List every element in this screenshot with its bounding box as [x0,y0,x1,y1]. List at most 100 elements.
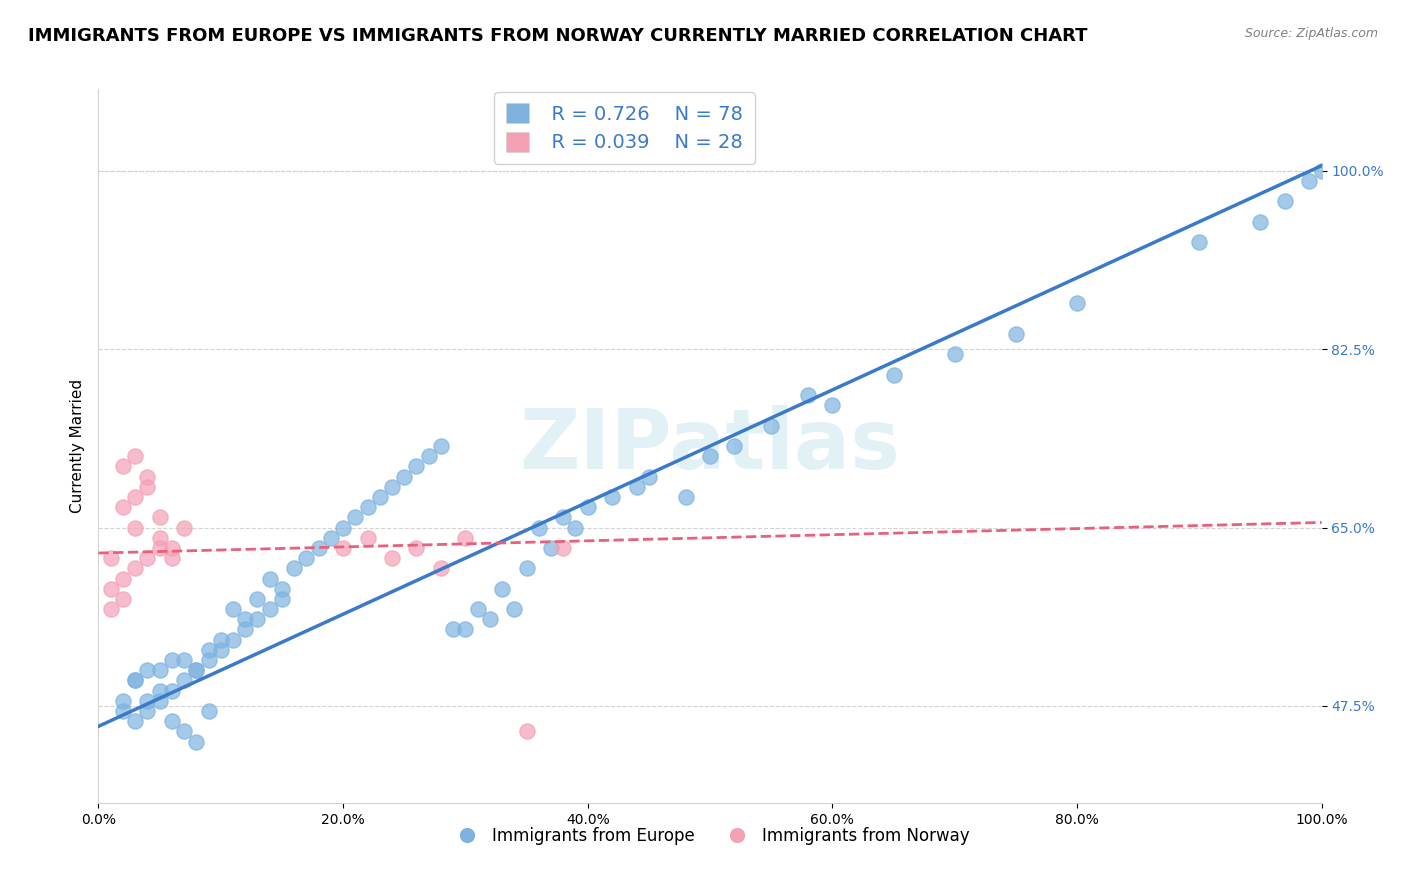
Point [637,469,661,483]
Point [197,643,219,657]
Point [503,602,526,616]
Point [478,612,501,626]
Point [515,724,537,739]
Point [491,582,513,596]
Point [124,490,146,504]
Legend: Immigrants from Europe, Immigrants from Norway: Immigrants from Europe, Immigrants from … [444,821,976,852]
Point [381,480,404,494]
Point [467,602,489,616]
Point [308,541,330,555]
Point [1249,215,1271,229]
Point [553,510,575,524]
Text: IMMIGRANTS FROM EUROPE VS IMMIGRANTS FROM NORWAY CURRENTLY MARRIED CORRELATION C: IMMIGRANTS FROM EUROPE VS IMMIGRANTS FRO… [28,27,1088,45]
Point [111,500,134,515]
Point [233,623,256,637]
Point [124,561,146,575]
Point [540,541,562,555]
Point [1298,174,1320,188]
Point [576,500,599,515]
Point [222,632,245,647]
Point [136,704,159,718]
Point [246,591,269,606]
Point [149,694,172,708]
Point [160,653,183,667]
Point [149,541,172,555]
Point [441,623,464,637]
Point [883,368,905,382]
Point [626,480,648,494]
Point [454,531,477,545]
Point [259,602,281,616]
Point [186,734,208,748]
Point [723,439,745,453]
Point [186,663,208,677]
Point [197,653,219,667]
Point [160,551,183,566]
Point [124,673,146,688]
Point [173,724,195,739]
Point [392,469,416,483]
Point [405,541,427,555]
Point [111,694,134,708]
Point [124,673,146,688]
Point [1310,163,1333,178]
Point [943,347,966,361]
Point [381,551,404,566]
Point [797,388,820,402]
Point [100,551,122,566]
Point [136,480,159,494]
Text: ZIPatlas: ZIPatlas [520,406,900,486]
Point [332,520,354,534]
Point [430,561,453,575]
Point [233,612,256,626]
Point [553,541,575,555]
Point [100,602,122,616]
Point [356,531,378,545]
Point [699,449,721,463]
Point [160,714,183,729]
Point [405,459,427,474]
Point [259,572,281,586]
Point [270,582,294,596]
Point [675,490,697,504]
Point [515,561,537,575]
Point [197,704,219,718]
Point [821,398,844,412]
Point [270,591,294,606]
Point [160,541,183,555]
Point [454,623,477,637]
Point [111,459,134,474]
Point [136,469,159,483]
Point [136,694,159,708]
Y-axis label: Currently Married: Currently Married [69,379,84,513]
Point [527,520,550,534]
Point [1188,235,1211,249]
Point [111,591,134,606]
Point [100,582,122,596]
Point [332,541,354,555]
Point [418,449,440,463]
Point [246,612,269,626]
Point [1274,194,1296,209]
Point [124,449,146,463]
Point [136,551,159,566]
Point [149,510,172,524]
Point [295,551,318,566]
Point [136,663,159,677]
Point [319,531,342,545]
Point [761,418,783,433]
Point [222,602,245,616]
Point [600,490,623,504]
Point [173,673,195,688]
Point [209,643,232,657]
Text: Source: ZipAtlas.com: Source: ZipAtlas.com [1244,27,1378,40]
Point [283,561,305,575]
Point [344,510,367,524]
Point [186,663,208,677]
Point [173,520,195,534]
Point [430,439,453,453]
Point [124,520,146,534]
Point [209,632,232,647]
Point [356,500,378,515]
Point [368,490,391,504]
